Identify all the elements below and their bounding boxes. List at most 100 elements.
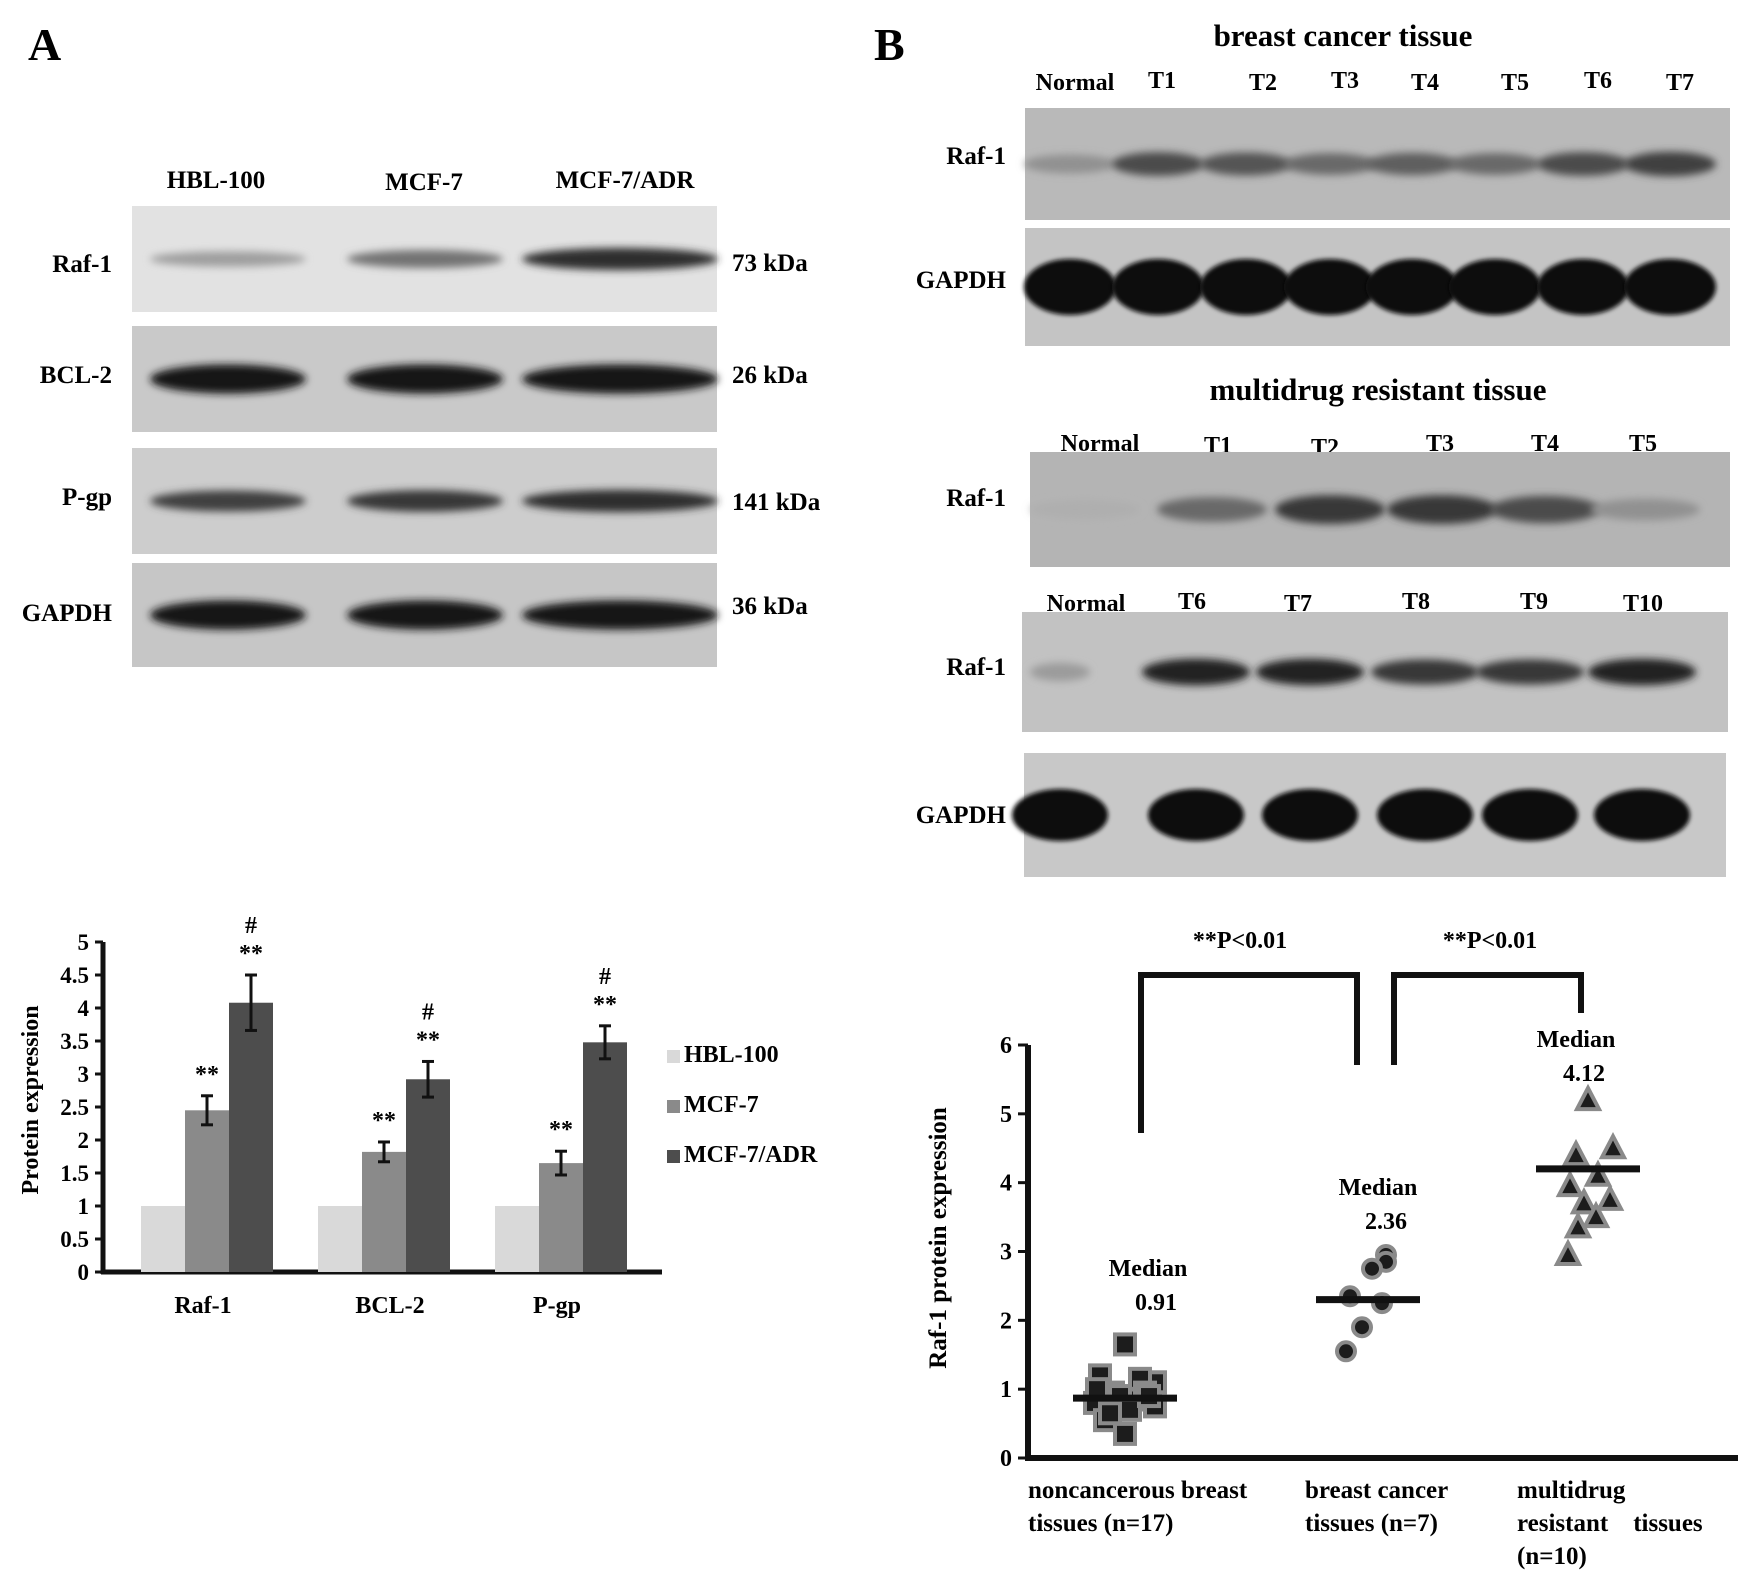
scatter-point-circle — [1335, 1340, 1357, 1363]
bar-chart-y-axis-label: Protein expression — [18, 1005, 44, 1194]
blot-b2-row-label: Raf-1 — [946, 485, 1006, 512]
scatter-point-triangle — [1553, 1238, 1583, 1266]
bar-chart-y-tick-label: 1.5 — [60, 1161, 89, 1186]
blot-band — [1594, 789, 1690, 841]
blot-b3-strip — [1012, 753, 1726, 877]
blot-b1-lane-label: T4 — [1411, 70, 1439, 96]
blot-b2-strip — [1030, 452, 1730, 567]
blot-b1-lane-label: T2 — [1249, 70, 1277, 96]
blot-band — [1030, 662, 1090, 682]
blot-b1-row-label: Raf-1 — [946, 143, 1006, 170]
blot-band — [150, 251, 306, 267]
significance-marker: ** — [549, 1117, 573, 1143]
blot-band — [1588, 658, 1696, 686]
blot-band — [1590, 498, 1700, 521]
blot-band — [150, 600, 306, 630]
blot-b1-lane-label: T7 — [1666, 70, 1694, 96]
blot-band — [1284, 153, 1376, 175]
bar-chart-category-label: P-gp — [533, 1293, 581, 1319]
scatter-y-axis-label: Raf-1 protein expression — [925, 1107, 952, 1369]
scatter-category-label: tissues (n=17) — [1028, 1510, 1174, 1537]
significance-bracket — [1391, 972, 1584, 1065]
blot-band — [347, 364, 503, 394]
raf1-expression-scatter-chart: Raf-1 protein expression 0 1 2 3 4 5 6 Median 0.… — [925, 928, 1738, 1570]
blot-a-strip — [132, 448, 718, 554]
blot-band — [1142, 658, 1250, 686]
bar-chart-y-tick-label: 3 — [78, 1062, 90, 1087]
blot-a-kda-label: 141 kDa — [732, 489, 821, 516]
bar — [141, 1206, 185, 1272]
legend-swatch — [667, 1050, 680, 1063]
blot-a-strip — [132, 563, 718, 667]
significance-marker: # — [245, 913, 257, 939]
bar — [318, 1206, 362, 1272]
blot-band — [1284, 259, 1376, 315]
blot-b3-lane-label: T8 — [1402, 589, 1430, 615]
blot-band — [1112, 152, 1204, 176]
blot-band — [347, 250, 503, 268]
blot-band — [1449, 259, 1541, 315]
median-label: Median — [1339, 1175, 1418, 1201]
blot-band — [1256, 658, 1364, 686]
blot-b3-lane-label: T9 — [1520, 589, 1548, 615]
significance-label: **P<0.01 — [1193, 928, 1287, 954]
scatter-point-triangle — [1595, 1183, 1625, 1211]
blot-band — [150, 364, 306, 394]
blot-band — [1148, 789, 1244, 841]
bar-chart-category-label: BCL-2 — [355, 1293, 424, 1319]
blot-band — [1624, 259, 1716, 315]
blot-a-row-label: Raf-1 — [52, 251, 112, 278]
blot-band — [522, 489, 718, 513]
blot-b3-row-label: Raf-1 — [946, 654, 1006, 681]
blot-a-kda-label: 73 kDa — [732, 250, 808, 277]
bar — [185, 1110, 229, 1272]
blot-a-row-label: BCL-2 — [40, 362, 112, 389]
blot-band — [522, 364, 718, 394]
blot-band — [1476, 659, 1584, 685]
scatter-point-triangle — [1561, 1138, 1591, 1167]
blot-band — [1482, 789, 1578, 841]
blot-band — [1200, 259, 1292, 315]
significance-marker: # — [599, 964, 611, 990]
bar-chart-category-label: Raf-1 — [174, 1293, 231, 1319]
blot-a-strip — [132, 206, 718, 312]
median-label: Median — [1109, 1256, 1188, 1282]
scatter-point-triangle — [1563, 1211, 1593, 1239]
blot-a-strip — [132, 326, 718, 432]
blot-b1-lane-label: T3 — [1331, 68, 1359, 94]
blot-band — [1366, 152, 1458, 176]
blot-b1-title: breast cancer tissue — [1214, 18, 1473, 53]
scatter-y-tick-label: 5 — [1000, 1102, 1012, 1128]
scatter-point-square — [1113, 1421, 1137, 1446]
scatter-point-triangle — [1569, 1187, 1599, 1215]
blot-band — [1012, 789, 1108, 841]
blot-a-row-label: P-gp — [62, 484, 112, 511]
blot-b1-strip — [1024, 228, 1730, 346]
median-value: 0.91 — [1135, 1290, 1177, 1316]
blot-band — [522, 247, 718, 271]
bar — [539, 1163, 583, 1272]
significance-marker: ** — [239, 941, 263, 967]
legend-label: MCF-7/ADR — [684, 1142, 818, 1168]
scatter-category-label: tissues (n=7) — [1305, 1510, 1438, 1537]
blot-b3-row-label: GAPDH — [916, 802, 1007, 829]
blot-a-kda-label: 36 kDa — [732, 593, 808, 620]
scatter-y-tick-label: 6 — [1000, 1033, 1012, 1059]
significance-marker: # — [422, 999, 434, 1025]
panel-b-letter: B — [874, 19, 905, 70]
blot-b1-lane-label: Normal — [1036, 70, 1115, 96]
blot-a-kda-label: 26 kDa — [732, 362, 808, 389]
blot-a-lane-label: MCF-7 — [385, 169, 463, 196]
scatter-category-label: resistant tissues — [1517, 1510, 1703, 1537]
scatter-y-tick-label: 1 — [1000, 1377, 1012, 1403]
median-value: 4.12 — [1563, 1061, 1605, 1087]
blot-band — [522, 600, 718, 630]
blot-b1-lane-label: T1 — [1148, 68, 1176, 94]
scatter-category-label: noncancerous breast — [1028, 1477, 1248, 1504]
blot-b1-lane-label: T6 — [1584, 68, 1612, 94]
blot-a-lane-label: MCF-7/ADR — [556, 167, 696, 194]
legend-label: HBL-100 — [684, 1042, 779, 1068]
scatter-point-square — [1098, 1401, 1122, 1426]
blot-band — [347, 600, 503, 630]
panel-a-letter: A — [28, 19, 61, 70]
